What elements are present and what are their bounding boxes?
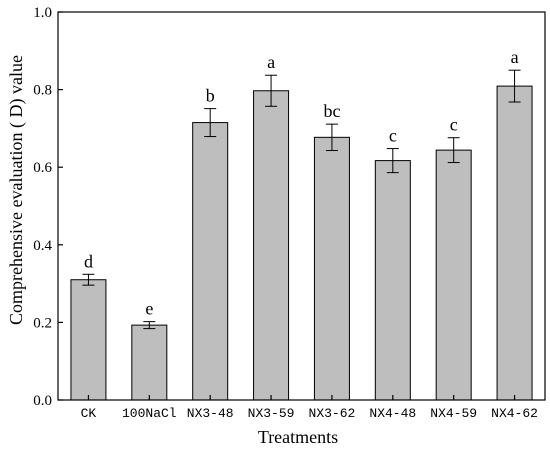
bar-100nacl bbox=[131, 324, 168, 401]
bar-nx3-62 bbox=[313, 136, 350, 401]
significance-label: bc bbox=[323, 101, 340, 121]
plot-frame bbox=[57, 11, 546, 401]
y-tick-label: 0.8 bbox=[33, 83, 52, 99]
x-axis-label: Treatments bbox=[258, 427, 338, 447]
x-tick-label: NX3-48 bbox=[187, 406, 234, 421]
significance-label: c bbox=[450, 115, 458, 135]
bar-nx4-62 bbox=[496, 85, 533, 401]
significance-label: b bbox=[206, 86, 215, 106]
y-tick-label: 0.2 bbox=[33, 315, 52, 331]
significance-label: c bbox=[389, 126, 397, 146]
bars-group bbox=[70, 85, 533, 401]
x-tick-label: NX4-62 bbox=[491, 406, 538, 421]
significance-label: e bbox=[145, 299, 153, 319]
x-tick-label: NX3-59 bbox=[248, 406, 295, 421]
bar-nx3-59 bbox=[253, 90, 290, 401]
significance-label: a bbox=[267, 52, 275, 72]
error-bars-group bbox=[82, 69, 521, 330]
x-tick-label: CK bbox=[81, 406, 97, 421]
x-tick-label: 100NaCl bbox=[122, 406, 177, 421]
y-tick-label: 0.0 bbox=[33, 393, 52, 409]
y-tick-label: 0.6 bbox=[33, 160, 52, 176]
x-axis-ticks: CK 100NaCl NX3-48 NX3-59 NX3-62 NX4-48 NX4-59 N… bbox=[81, 395, 538, 421]
bar-ck bbox=[70, 279, 107, 401]
x-tick-label: NX4-48 bbox=[369, 406, 416, 421]
y-tick-label: 0.4 bbox=[33, 238, 52, 254]
y-axis-ticks: 0.0 0.2 0.4 0.6 0.8 1.0 bbox=[33, 5, 63, 409]
significance-label: d bbox=[84, 251, 93, 271]
bar-nx4-48 bbox=[374, 160, 411, 401]
significance-labels-group: d e b a bc c c a bbox=[84, 47, 519, 318]
y-axis-label: Comprehensive evaluation ( D) value bbox=[6, 55, 27, 325]
bar-nx3-48 bbox=[192, 122, 229, 401]
x-tick-label: NX4-59 bbox=[430, 406, 477, 421]
x-tick-label: NX3-62 bbox=[309, 406, 356, 421]
y-tick-label: 1.0 bbox=[33, 5, 52, 21]
significance-label: a bbox=[511, 47, 519, 67]
bar-nx4-59 bbox=[435, 149, 472, 401]
